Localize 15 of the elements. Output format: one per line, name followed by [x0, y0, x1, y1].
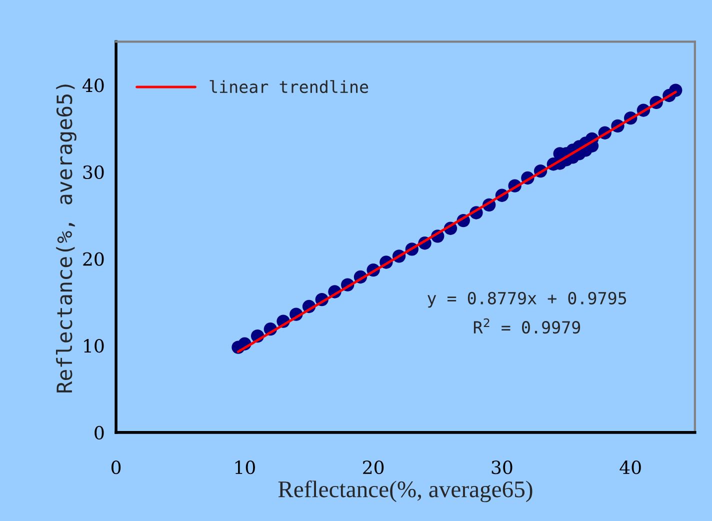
x-tick-label: 0 [112, 460, 121, 474]
x-axis-title: Reflectance(%, average65) [278, 480, 532, 502]
y-tick-label: 40 [82, 78, 104, 92]
y-tick-label: 30 [83, 165, 104, 180]
y-tick-label: 10 [84, 339, 104, 353]
y-axis-title: Reflectance(%, average65) [56, 84, 76, 392]
x-tick-label: 20 [363, 460, 384, 474]
annotation: R$^{2}$ = 0.9979 [474, 318, 580, 334]
x-tick-label: 30 [492, 460, 512, 474]
annotation: y = 0.8779x + 0.9795 [428, 292, 626, 308]
y-tick-label: 20 [83, 252, 104, 266]
legend-label: linear trendline [210, 80, 368, 94]
y-tick-label: 0 [94, 426, 104, 440]
x-tick-label: 40 [620, 460, 641, 474]
x-tick-label: 10 [235, 460, 255, 474]
